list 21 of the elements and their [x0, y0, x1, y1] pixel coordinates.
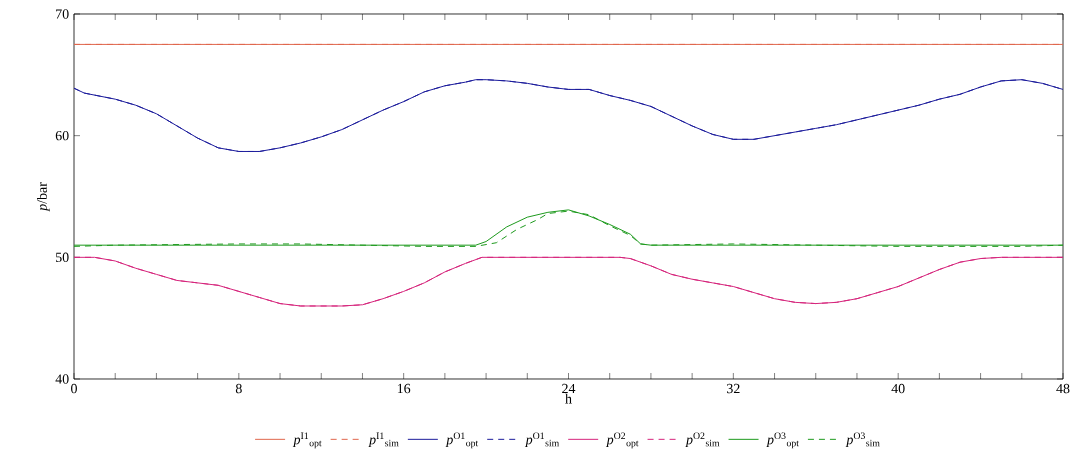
x-tick-label: 40 [891, 383, 905, 394]
legend-label: p$^{O2}$opt [605, 432, 639, 449]
x-axis-title: h [565, 393, 572, 404]
y-tick-label: 40 [55, 374, 69, 384]
y-tick-label: 60 [55, 130, 69, 141]
y-axis-title: p/bar [37, 182, 50, 212]
x-tick-label: 24 [562, 383, 576, 394]
y-tick-label: 50 [56, 252, 69, 263]
x-tick-label: 8 [235, 383, 242, 394]
x-tick-label: 48 [1056, 383, 1070, 394]
legend-label: p$^{O3}$sim [845, 432, 880, 448]
legend-label: p$^{O3}$opt [766, 432, 799, 449]
legend-label: p$^{O2}$sim [685, 432, 720, 448]
x-tick-label: 32 [727, 383, 740, 394]
legend-label: p$^{O1}$opt [445, 432, 479, 449]
legend-label: p$^{I1}$opt [292, 432, 322, 449]
y-tick-label: 70 [56, 9, 69, 19]
x-tick-label: 16 [397, 383, 411, 394]
legend-label: p$^{O1}$sim [524, 432, 560, 448]
x-tick-label: 0 [71, 383, 77, 394]
legend-label: p$^{I1}$sim [368, 432, 399, 448]
